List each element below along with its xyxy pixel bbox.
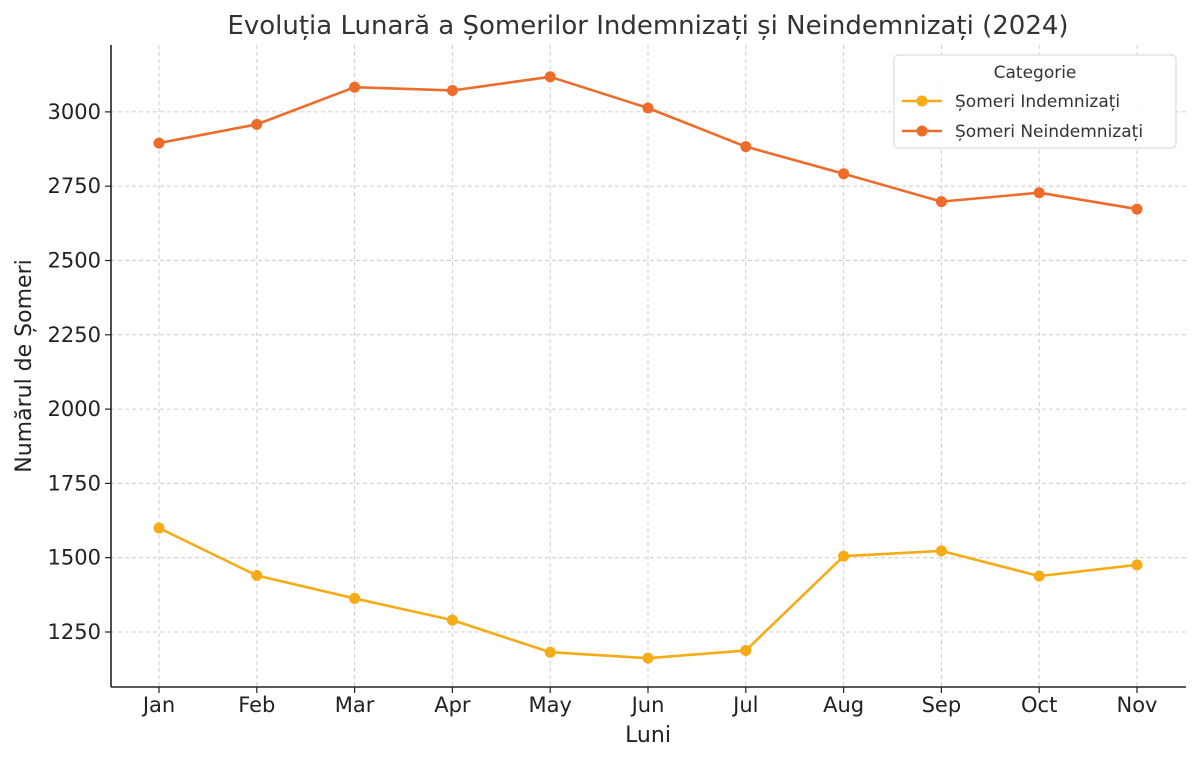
data-point — [1033, 570, 1045, 582]
legend-item: Șomeri Indemnizați — [902, 92, 1120, 112]
y-tick-label: 2000 — [48, 397, 101, 421]
data-point — [153, 137, 165, 149]
data-point — [349, 592, 361, 604]
y-tick-label: 1750 — [48, 471, 101, 495]
data-point — [740, 141, 752, 153]
data-point — [838, 550, 850, 562]
data-point — [153, 522, 165, 534]
data-point — [544, 646, 556, 658]
data-point — [1131, 203, 1143, 215]
y-tick-label: 2500 — [48, 248, 101, 272]
data-point — [740, 644, 752, 656]
legend-swatch-marker — [916, 95, 928, 107]
y-tick-label: 1500 — [48, 546, 101, 570]
data-point — [1033, 187, 1045, 199]
data-point — [935, 545, 947, 557]
legend-label: Șomeri Neindemnizați — [955, 122, 1143, 142]
data-point — [446, 614, 458, 626]
legend-title: Categorie — [994, 63, 1077, 83]
legend-label: Șomeri Indemnizați — [955, 92, 1120, 112]
data-point — [251, 118, 263, 130]
data-point — [544, 71, 556, 83]
data-point — [642, 652, 654, 664]
x-tick-label: Oct — [1021, 693, 1057, 717]
x-tick-label: Jul — [731, 693, 758, 717]
x-tick-label: Mar — [335, 693, 375, 717]
x-tick-label: Jan — [141, 693, 175, 717]
series-2 — [153, 71, 1143, 215]
data-point — [838, 168, 850, 180]
ticks: Jan Feb Mar Apr May Jun Jul Aug Sep Oct Nov 1250 150… — [48, 100, 1158, 717]
x-tick-label: May — [528, 693, 571, 717]
series-lines — [153, 71, 1143, 664]
x-tick-label: Feb — [238, 693, 275, 717]
legend-swatch-marker — [916, 125, 928, 137]
legend-item: Șomeri Neindemnizați — [902, 122, 1143, 142]
series-1 — [153, 522, 1143, 664]
x-tick-label: Nov — [1117, 693, 1158, 717]
x-tick-label: Jun — [630, 693, 665, 717]
x-tick-label: Aug — [823, 693, 864, 717]
data-point — [349, 81, 361, 93]
y-tick-label: 1250 — [48, 620, 101, 644]
legend-box — [893, 54, 1177, 149]
legend: Categorie Șomeri Indemnizați Șomeri Neind… — [893, 54, 1177, 149]
y-tick-label: 2250 — [48, 323, 101, 347]
legend-items: Șomeri Indemnizați Șomeri Neindemnizați — [902, 92, 1143, 142]
chart-title: Evoluția Lunară a Șomerilor Indemnizați … — [227, 11, 1068, 41]
x-tick-label: Sep — [922, 693, 962, 717]
data-point — [446, 84, 458, 96]
y-tick-label: 2750 — [48, 174, 101, 198]
data-point — [1131, 559, 1143, 571]
x-axis-title: Luni — [625, 723, 671, 748]
data-point — [935, 196, 947, 208]
y-axis-title: Numărul de Șomeri — [12, 259, 37, 472]
y-tick-label: 3000 — [48, 100, 101, 124]
data-point — [251, 570, 263, 582]
x-tick-label: Apr — [434, 693, 471, 717]
data-point — [642, 102, 654, 114]
